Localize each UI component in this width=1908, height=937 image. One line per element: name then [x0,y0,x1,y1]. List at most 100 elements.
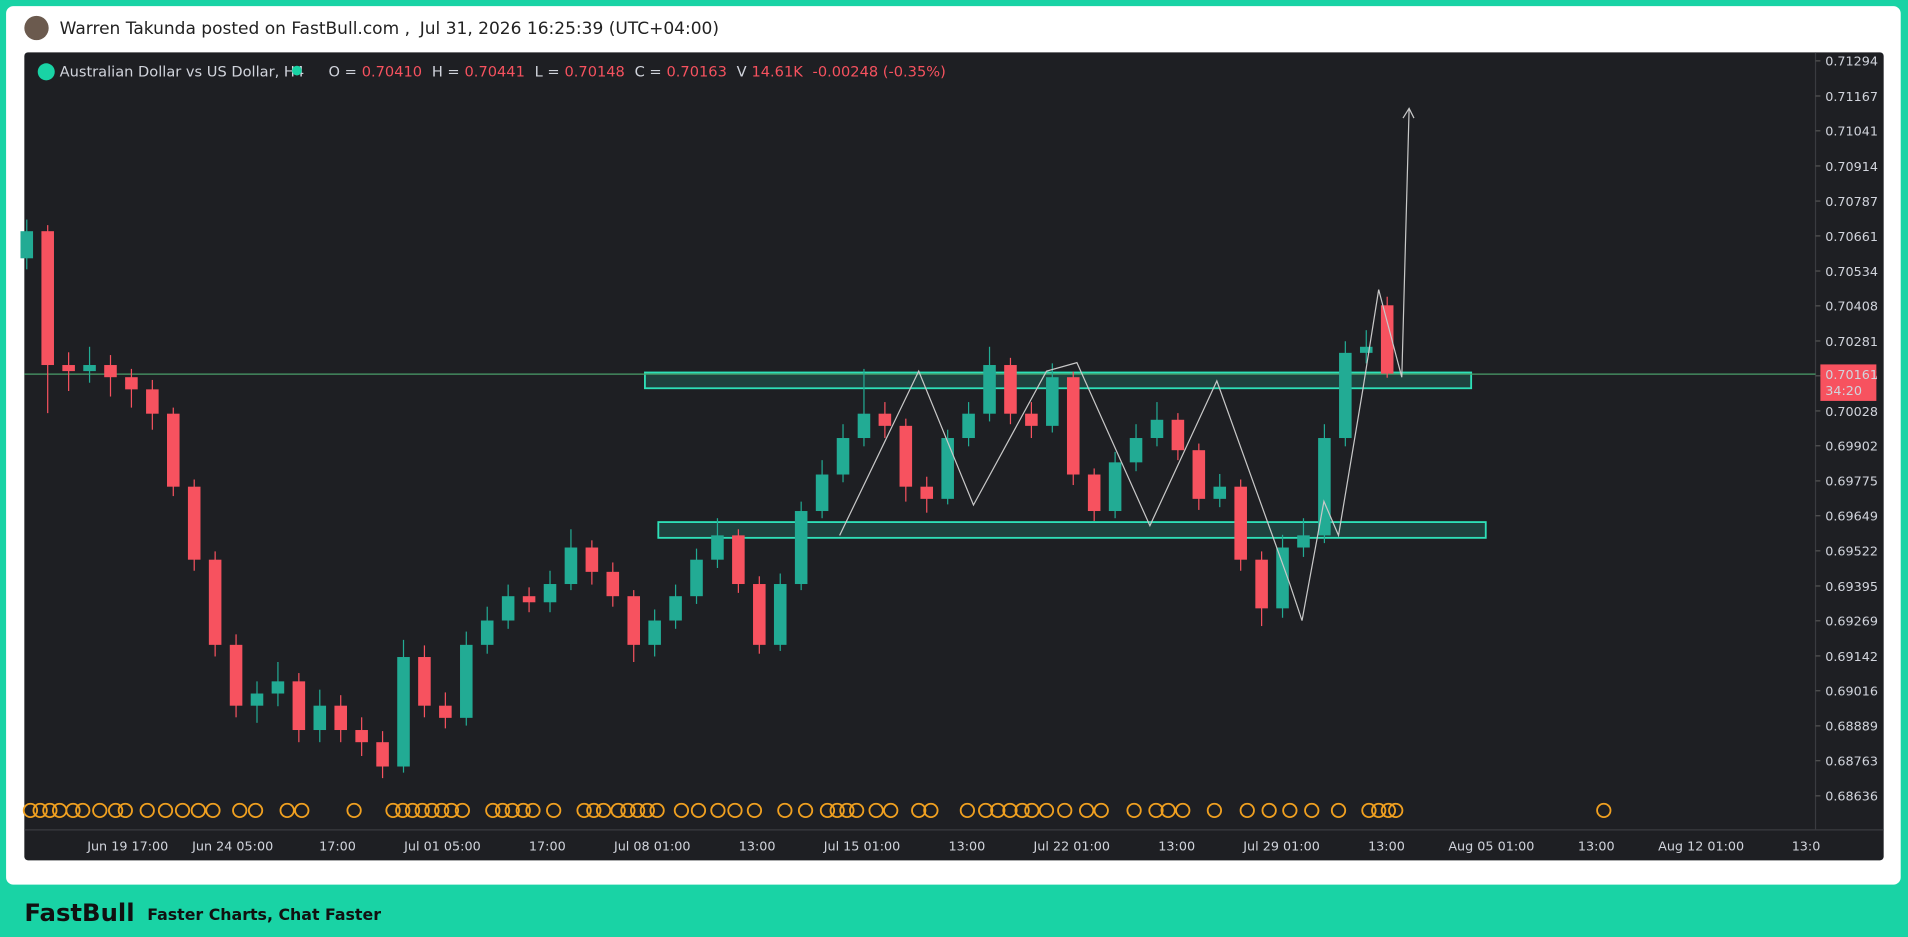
x-tick-label: Jun 24 05:00 [191,840,273,855]
candle-body [501,596,515,621]
price-badge [1820,364,1877,401]
event-icon [279,802,295,819]
candle-body [1359,346,1373,353]
event-icon [117,802,133,819]
candle-body [1234,486,1247,560]
event-icon [1239,802,1255,819]
candle-body [1150,419,1164,439]
event-icon [630,802,646,819]
candle-body [83,365,96,372]
event-icon [107,802,124,819]
legend: Australian Dollar vs US Dollar, H4 O = 0.7… [60,64,946,81]
candle-body [104,365,117,378]
legend-change: -0.00248 (-0.35%) [813,64,946,81]
legend-label: O = [328,64,356,81]
candle-body [250,693,264,706]
y-tick-label: 0.69775 [1825,475,1878,490]
event-icon [443,802,460,819]
event-icon [595,802,612,819]
candle-body [983,365,996,414]
candle-body [208,559,222,645]
candle-body [1255,559,1268,609]
event-icon [395,802,411,819]
event-icon [22,802,39,819]
candle-body [794,511,808,585]
candle-body [627,596,641,645]
avatar[interactable] [24,15,49,41]
status-dot [292,65,302,76]
author-line: Warren Takunda posted on FastBull.com , J… [60,19,719,39]
legend-label: L = [535,64,560,81]
event-icon [868,802,884,819]
candle-body [1297,535,1310,548]
y-tick-label: 0.70914 [1825,160,1878,175]
event-icon [515,802,531,819]
candle-body [732,535,745,585]
author[interactable]: Warren Takunda posted on FastBull.com , [60,19,410,39]
y-tick-label: 0.71167 [1825,90,1878,105]
event-icon [414,802,430,819]
event-icon [923,802,939,819]
candle-body [941,438,954,499]
candle-body [480,620,494,645]
candle-body [187,486,201,560]
candle-body [1108,462,1122,512]
timestamp: Jul 31, 2026 16:25:39 (UTC+04:00) [419,19,719,39]
candle-body [62,365,75,372]
x-tick-label: Aug 12 01:00 [1658,840,1744,855]
event-icon [639,802,655,819]
event-icon [485,802,501,819]
event-icon [424,802,440,819]
event-icon [1596,802,1612,819]
x-tick-label: 17:00 [319,840,356,855]
candle-body [899,425,913,487]
x-tick-label: Jul 01 05:00 [403,840,481,855]
event-icon [294,802,310,819]
event-icon [959,802,975,819]
y-tick-label: 0.69395 [1825,580,1878,595]
event-icon [883,802,899,819]
candle-body [460,644,473,718]
event-icon [75,802,91,819]
candle-body [606,571,620,597]
event-icon [494,802,511,819]
event-icon [576,802,592,819]
event-icon [1282,802,1298,819]
event-icon [1371,802,1387,819]
y-tick-label: 0.68763 [1825,755,1878,770]
brand: FastBull [24,898,134,927]
event-icon [504,802,520,819]
candle-body [418,657,431,706]
symbol-title[interactable]: Australian Dollar vs US Dollar, H4 [60,64,305,81]
candle-body [1339,352,1352,439]
symbol-icon [37,63,55,81]
legend-value: 0.70163 [667,64,727,81]
event-icon [346,802,362,819]
event-icon [1014,802,1030,819]
candle-body [1171,419,1185,451]
y-tick-label: 0.69142 [1825,650,1878,665]
candle-body [522,596,536,603]
candle-body [125,377,138,390]
legend-value: 0.70410 [362,64,422,81]
candle-body [41,231,54,366]
event-icon [525,802,541,819]
event-icon [1024,802,1040,819]
arrow-head [1402,107,1415,119]
candle-body [271,681,285,694]
candle-body [229,644,243,706]
event-icon [586,802,602,819]
candle-body [20,231,34,259]
event-icon [42,802,58,819]
event-icon [92,802,108,819]
candle-body [1213,486,1227,499]
candle-body [585,547,599,572]
candle-body [564,547,578,585]
candle-body [439,705,452,718]
last-price-label: 0.70161 [1825,368,1878,383]
countdown: 34:20 [1825,384,1862,399]
zone [657,521,1487,539]
event-icon [746,802,763,819]
